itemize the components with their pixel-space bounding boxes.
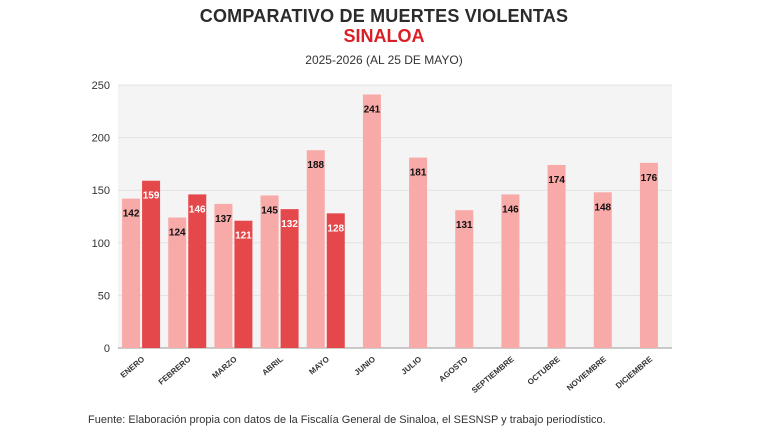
data-label: 121 — [235, 231, 252, 242]
bar-2025 — [501, 194, 520, 348]
source-note: Fuente: Elaboración propia con datos de … — [88, 414, 606, 426]
data-label: 148 — [594, 202, 611, 213]
y-tick-label: 0 — [104, 343, 110, 355]
chart-region: SINALOA — [343, 26, 425, 46]
x-tick-label: AGOSTO — [437, 355, 469, 384]
bar-2026 — [280, 209, 299, 348]
x-tick-label: MAYO — [307, 355, 331, 377]
bar-2025 — [409, 157, 428, 348]
plot-background — [118, 85, 672, 348]
x-tick-label: ENERO — [119, 355, 147, 380]
chart-title: COMPARATIVO DE MUERTES VIOLENTAS — [199, 6, 569, 26]
x-tick-label: ABRIL — [260, 355, 285, 378]
data-label: 241 — [364, 104, 381, 115]
y-tick-label: 200 — [92, 133, 110, 145]
y-tick-label: 100 — [92, 238, 110, 250]
bar-2025 — [214, 203, 233, 348]
data-label: 137 — [215, 214, 232, 225]
data-label: 145 — [261, 205, 278, 216]
data-label: 174 — [548, 175, 565, 186]
bar-2025 — [260, 195, 279, 348]
data-label: 176 — [641, 173, 658, 184]
bar-2026 — [188, 194, 207, 348]
x-tick-label: SEPTIEMBRE — [470, 354, 516, 395]
chart-period: 2025-2026 (AL 25 DE MAYO) — [305, 53, 463, 67]
data-label: 188 — [307, 160, 324, 171]
data-label: 159 — [143, 191, 160, 202]
x-tick-label: FEBRERO — [157, 355, 193, 387]
data-label: 131 — [456, 220, 473, 231]
bar-2025 — [455, 210, 474, 348]
data-label: 142 — [123, 209, 140, 220]
x-tick-label: NOVIEMBRE — [565, 354, 608, 392]
data-label: 181 — [410, 168, 427, 179]
data-label: 124 — [169, 228, 186, 239]
bar-2025 — [593, 192, 612, 348]
y-tick-label: 50 — [98, 290, 110, 302]
x-tick-label: MARZO — [210, 355, 238, 381]
bar-2026 — [326, 213, 345, 348]
data-label: 146 — [502, 204, 519, 215]
y-tick-label: 150 — [92, 185, 110, 197]
data-label: 132 — [281, 219, 298, 230]
y-tick-label: 250 — [92, 80, 110, 92]
bar-2026 — [234, 220, 253, 348]
x-tick-label: JULIO — [400, 355, 424, 377]
data-label: 128 — [327, 223, 344, 234]
bar-2025 — [547, 164, 566, 348]
bar-2025 — [362, 94, 381, 348]
bar-2025 — [639, 162, 658, 348]
bar-2025 — [306, 150, 325, 348]
data-label: 146 — [189, 204, 206, 215]
x-tick-label: OCTUBRE — [526, 354, 563, 387]
bar-2025 — [168, 217, 187, 348]
x-tick-label: JUNIO — [353, 355, 378, 378]
bar-2026 — [142, 180, 161, 348]
x-tick-label: DICIEMBRE — [614, 354, 655, 390]
bar-2025 — [122, 198, 141, 348]
